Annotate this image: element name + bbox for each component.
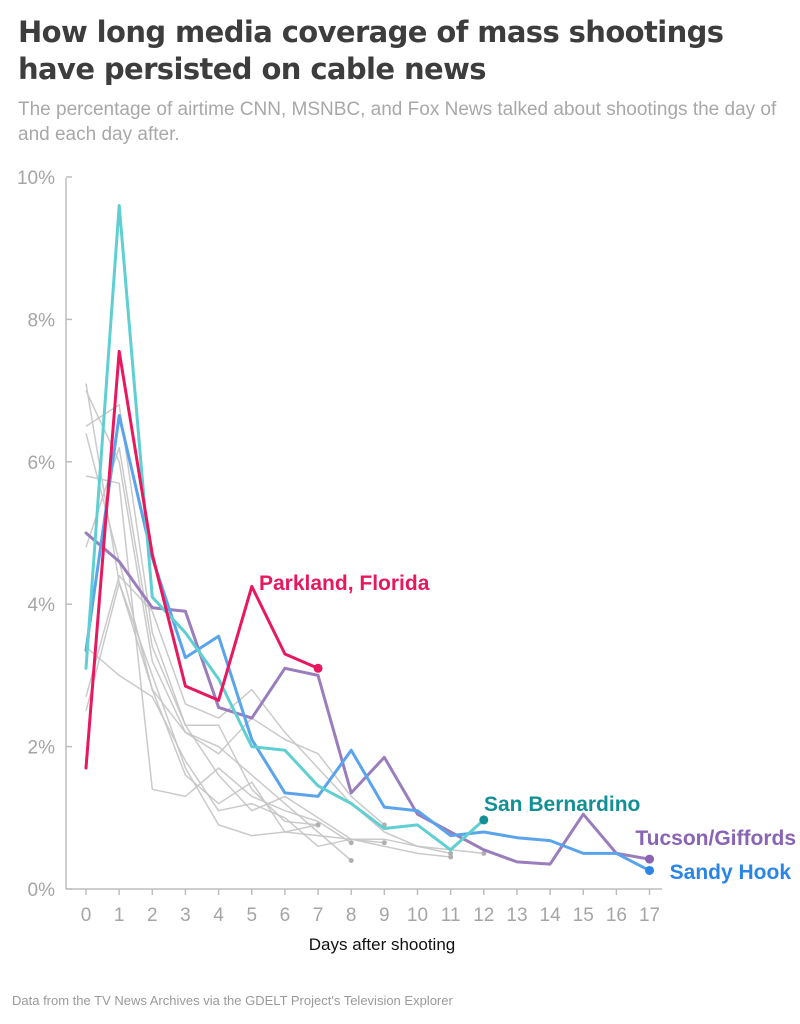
background-series-line <box>85 475 352 844</box>
y-tick-label: 2% <box>28 738 56 759</box>
series-end-point-sandy-hook <box>645 865 655 875</box>
series-line-san-bernardino <box>84 204 486 852</box>
background-series-end-point <box>481 850 487 856</box>
background-series-end-point <box>448 854 454 860</box>
series-labels-group: Parkland, Florida San Bernardino Tucson/Gi… <box>259 572 796 884</box>
background-series-line <box>85 390 352 862</box>
background-series-end-point <box>315 822 321 828</box>
x-tick-label: 17 <box>639 905 660 926</box>
axes: 0%2%4%6%8%10%0 1 2 3 4 5 6 7 8 9 10 11 12 13 14 15 16 17 <box>17 168 662 926</box>
series-line-parkland-florida <box>84 349 320 770</box>
x-tick-label: 16 <box>606 905 627 926</box>
line-chart: 0%2%4%6%8%10%0 1 2 3 4 5 6 7 8 9 10 11 12 13 14 15 16 17 … <box>17 168 796 954</box>
x-tick-label: 15 <box>573 905 594 926</box>
y-tick-label: 6% <box>28 453 56 474</box>
background-series-line <box>85 383 319 837</box>
x-tick-label: 13 <box>506 905 527 926</box>
x-tick-label: 5 <box>246 905 257 926</box>
series-end-point-san-bernardino <box>479 815 489 825</box>
x-tick-label: 4 <box>213 905 224 926</box>
background-series-line <box>85 646 451 855</box>
y-tick-label: 10% <box>17 168 55 189</box>
background-series-end-point <box>448 850 454 856</box>
y-tick-label: 4% <box>28 595 56 616</box>
x-tick-label: 7 <box>313 905 324 926</box>
x-tick-label: 0 <box>81 905 92 926</box>
background-series-group <box>85 383 487 864</box>
x-tick-label: 2 <box>147 905 158 926</box>
series-label-tucson-giffords: Tucson/Giffords <box>635 827 796 850</box>
background-series-line <box>85 574 484 855</box>
background-series-line <box>85 446 451 858</box>
x-tick-label: 10 <box>407 905 428 926</box>
series-line-tucson-giffords <box>84 531 651 866</box>
highlighted-series-group <box>84 204 651 872</box>
x-tick-label: 12 <box>473 905 494 926</box>
background-series-end-point <box>381 840 387 846</box>
x-tick-label: 8 <box>346 905 357 926</box>
chart-subtitle: The percentage of airtime CNN, MSNBC, an… <box>18 99 777 145</box>
series-end-point-parkland-florida <box>313 663 323 673</box>
series-label-san-bernardino: San Bernardino <box>484 793 640 816</box>
series-label-parkland-florida: Parkland, Florida <box>259 572 430 595</box>
x-tick-label: 6 <box>280 905 291 926</box>
x-tick-label: 14 <box>540 905 562 926</box>
x-axis-label: Days after shooting <box>309 935 455 954</box>
y-tick-label: 8% <box>28 310 56 331</box>
y-tick-label: 0% <box>28 880 56 901</box>
chart-title: How long media coverage of mass shooting… <box>18 15 724 86</box>
x-tick-label: 9 <box>379 905 390 926</box>
x-tick-label: 1 <box>114 905 125 926</box>
background-series-end-point <box>348 858 354 864</box>
series-line-sandy-hook <box>84 414 651 872</box>
series-label-sandy-hook: Sandy Hook <box>670 861 792 884</box>
x-tick-label: 11 <box>441 905 461 926</box>
series-end-point-tucson-giffords <box>645 854 655 864</box>
source-note: Data from the TV News Archives via the G… <box>12 993 453 1008</box>
x-tick-label: 3 <box>180 905 191 926</box>
background-series-end-point <box>348 840 354 846</box>
